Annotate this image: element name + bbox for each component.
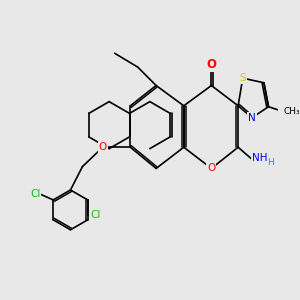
Text: Cl: Cl: [91, 210, 101, 220]
Text: O: O: [206, 58, 216, 71]
Text: N: N: [248, 113, 256, 123]
Text: S: S: [239, 73, 246, 83]
Text: H: H: [267, 158, 274, 167]
Text: O: O: [207, 164, 215, 173]
Text: CH₃: CH₃: [284, 107, 300, 116]
Text: NH: NH: [252, 153, 267, 163]
Text: O: O: [99, 142, 107, 152]
Text: Cl: Cl: [30, 189, 41, 200]
